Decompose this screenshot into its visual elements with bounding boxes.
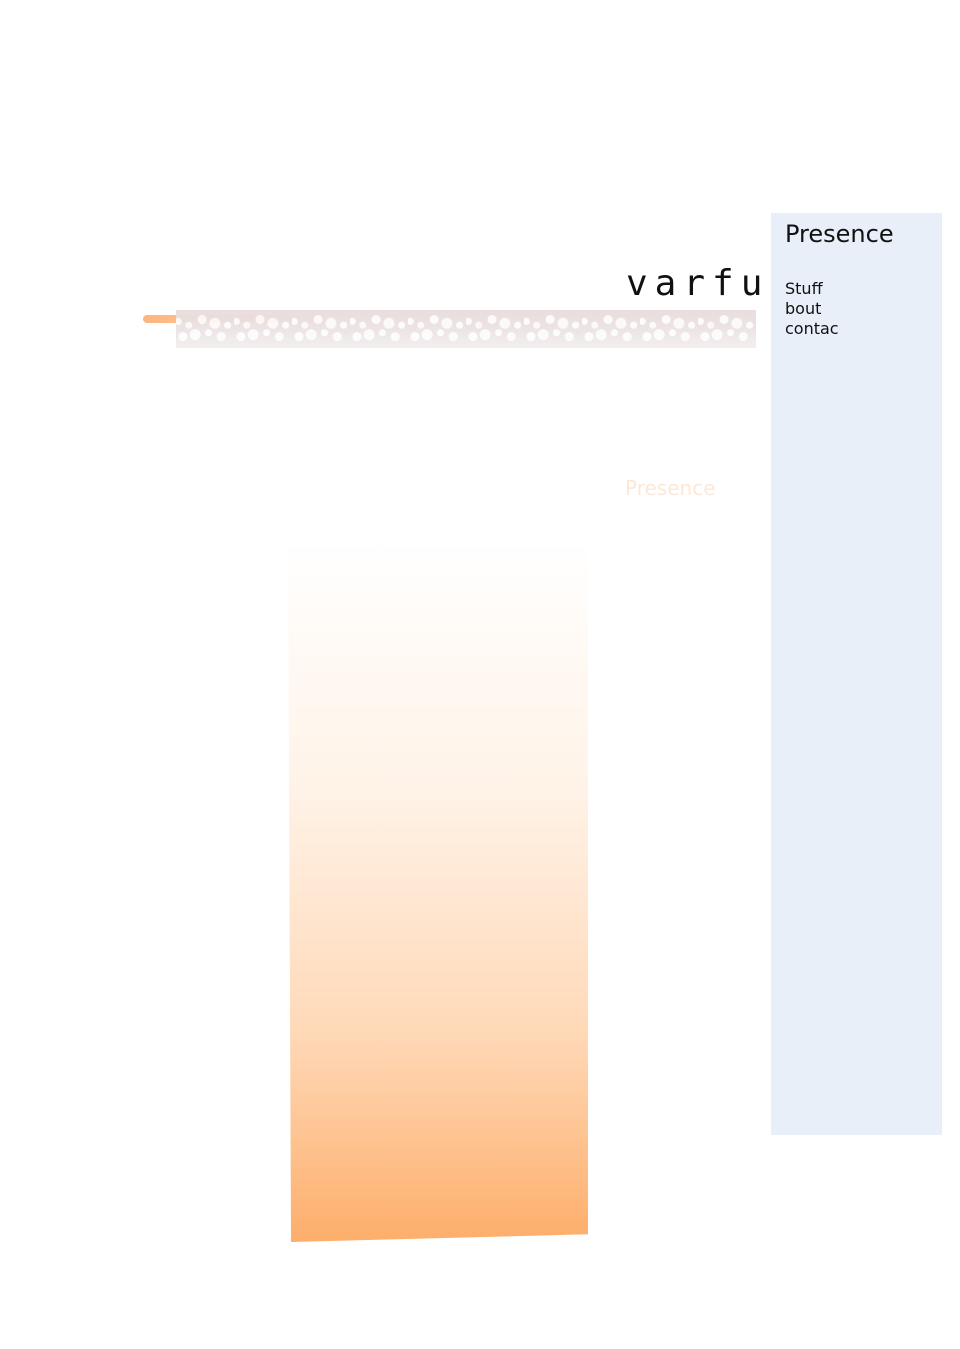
sidebar-nav: Stuff bout contac <box>785 279 839 339</box>
sidebar-item-bout[interactable]: bout <box>785 299 822 318</box>
site-brand-logo[interactable]: varfu <box>626 263 770 304</box>
sidebar: Presence Stuff bout contac <box>771 213 942 1135</box>
decorative-texture-banner <box>176 310 756 348</box>
sidebar-item-contac[interactable]: contac <box>785 319 839 338</box>
page-ghost-title: Presence <box>625 476 716 500</box>
sidebar-item-stuff[interactable]: Stuff <box>785 279 823 298</box>
sidebar-title: Presence <box>785 220 894 248</box>
decorative-gradient-panel <box>288 540 588 1242</box>
